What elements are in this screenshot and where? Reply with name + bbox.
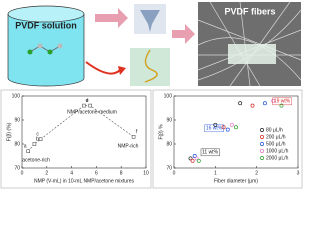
y-tick-label: 80: [166, 141, 172, 147]
data-point: [192, 154, 197, 158]
point-label: d: [86, 98, 89, 104]
jet: [144, 49, 158, 83]
data-point: [225, 127, 230, 132]
annotation: 16 wt%: [206, 125, 223, 131]
graphical-abstract: PVDF solution PVDF fibers 0 2 4 6 8 107080901…: [0, 1, 303, 189]
annotation-box: [272, 97, 292, 106]
x-tick-label: 6: [95, 170, 98, 176]
x-tick-label: 8: [120, 170, 123, 176]
data-point: [32, 142, 37, 146]
legend-label: 80 μL/h: [266, 127, 283, 133]
data-point: [88, 103, 92, 108]
x-tick-label: 2: [45, 170, 48, 176]
solution-vessel: [7, 5, 85, 87]
point-label: b: [36, 136, 39, 142]
x-tick-label: 0: [21, 170, 24, 176]
y-tick-label: 90: [14, 117, 20, 123]
data-point: [82, 103, 86, 108]
y-tick-label: 70: [14, 165, 20, 171]
y-tick-label: 100: [164, 93, 173, 99]
data-point: [190, 158, 195, 163]
plot-frame: [173, 95, 299, 169]
x-axis-label: NMP (V-mL) in 10-mL NMP/acetone mixtures: [34, 178, 135, 184]
annotation: NMP/acetone-medium: [67, 109, 117, 115]
arrow-head: [118, 66, 126, 75]
legend-label: 1000 μL/h: [266, 148, 289, 154]
data-point: [250, 103, 255, 108]
legend-marker: [260, 142, 264, 146]
point-label: a: [24, 144, 27, 150]
annotation: 11 wt%: [202, 149, 219, 155]
plot-frame: [21, 95, 147, 169]
data-point: [262, 101, 267, 106]
solution-label: PVDF solution: [15, 20, 77, 30]
annotation-box: [204, 124, 224, 133]
data-point: [279, 103, 284, 108]
data-point: [38, 137, 43, 141]
y-tick-label: 70: [166, 165, 172, 171]
y-tick-label: 100: [12, 93, 21, 99]
legend-marker: [260, 149, 264, 153]
x-tick-label: 4: [70, 170, 73, 176]
x-tick-label: 3: [297, 170, 300, 176]
annotation: acetone-rich: [22, 157, 50, 163]
legend-label: 200 μL/h: [266, 134, 286, 140]
data-point: [131, 135, 136, 139]
legend-label: 500 μL/h: [266, 141, 286, 147]
y-axis-label: F(β) %: [158, 124, 164, 140]
point-label: e: [86, 98, 89, 104]
point-label: c: [36, 132, 39, 138]
panel: [0, 89, 152, 189]
arrow: [95, 8, 128, 28]
x-tick-label: 2: [255, 170, 258, 176]
y-tick-label: 80: [14, 141, 20, 147]
x-axis-label: Fiber diameter (μm): [214, 178, 258, 184]
y-tick-label: 90: [166, 117, 172, 123]
data-point: [26, 149, 31, 153]
annotation: NMP-rich: [118, 143, 139, 149]
y-axis-label: F(β) (%): [6, 122, 12, 141]
data-point: [229, 122, 234, 127]
panel: [152, 89, 303, 189]
legend-label: 2000 μL/h: [266, 155, 289, 161]
legend-marker: [260, 128, 264, 132]
data-point: [234, 125, 238, 130]
point-label: f: [136, 129, 138, 135]
x-tick-label: 1: [214, 170, 217, 176]
annotation: 19 wt%: [274, 98, 291, 104]
data-point: [271, 98, 276, 103]
fibers-label: PVDF fibers: [224, 6, 275, 16]
data-point: [196, 158, 201, 163]
legend-marker: [260, 135, 264, 139]
arrow: [85, 61, 121, 75]
spinneret: [140, 10, 160, 32]
data-point: [238, 101, 243, 106]
x-tick-label: 10: [143, 170, 149, 176]
x-tick-label: 0: [173, 170, 176, 176]
arrow: [172, 24, 195, 44]
data-point: [188, 156, 193, 161]
data-point: [194, 156, 199, 161]
annotation-box: [200, 148, 220, 157]
legend-marker: [260, 156, 264, 160]
molecule-inset: [228, 44, 276, 64]
